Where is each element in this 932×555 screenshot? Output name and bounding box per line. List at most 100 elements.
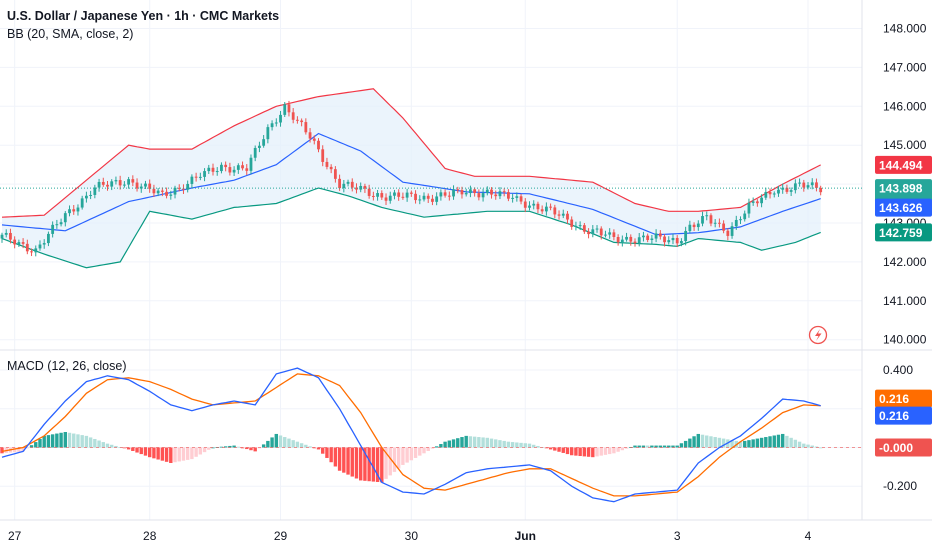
candle: [688, 220, 692, 234]
candle-body: [806, 185, 810, 188]
histogram-bar: [396, 447, 401, 469]
candle: [802, 179, 806, 192]
histogram-bar: [156, 447, 160, 460]
histogram-bar: [148, 447, 152, 458]
histogram-bar: [519, 442, 523, 448]
candle: [68, 205, 71, 217]
candle-body: [544, 206, 548, 212]
candle-body: [9, 232, 12, 240]
candle: [38, 240, 42, 251]
candle-body: [253, 147, 257, 158]
candle: [342, 179, 346, 193]
candle: [253, 145, 257, 162]
candle: [739, 216, 742, 224]
candle: [409, 190, 413, 197]
candle: [481, 188, 485, 202]
candle: [47, 231, 50, 247]
candle-body: [696, 223, 700, 228]
histogram-bar: [781, 433, 785, 448]
histogram-bar: [181, 447, 186, 461]
candle: [625, 232, 628, 242]
histogram-bar: [527, 443, 532, 448]
candle: [114, 176, 118, 185]
candle: [734, 215, 738, 230]
macd-value-badge-text: 0.216: [879, 409, 909, 423]
candle-body: [34, 248, 38, 253]
candle-body: [89, 194, 93, 196]
histogram-bar: [447, 440, 452, 448]
candle: [190, 174, 194, 188]
candle-body: [789, 190, 793, 192]
histogram-bar: [278, 435, 283, 448]
candle-body: [722, 223, 726, 231]
candle-body: [604, 234, 607, 236]
bb-upper-value-badge-bg: [875, 155, 932, 174]
histogram-bar: [93, 438, 97, 448]
candle-body: [734, 219, 738, 227]
histogram-bar: [135, 447, 139, 453]
lightning-icon[interactable]: [808, 325, 828, 345]
histogram-bar: [418, 447, 422, 456]
histogram-bar: [63, 432, 67, 448]
histogram-bar: [578, 447, 582, 457]
histogram-bar: [582, 447, 587, 457]
candle: [751, 197, 755, 206]
candle-body: [612, 232, 616, 238]
candle: [321, 145, 325, 167]
histogram-bar: [177, 447, 181, 462]
candle: [291, 108, 295, 124]
candle: [464, 188, 468, 197]
candle-body: [469, 189, 472, 194]
candle: [730, 222, 734, 239]
candle-body: [570, 219, 574, 227]
candle: [764, 187, 768, 200]
bb-basis-value-badge: 143.626: [875, 198, 932, 217]
candle: [604, 230, 607, 238]
candle-body: [781, 187, 785, 190]
histogram-bar: [169, 447, 173, 463]
time-axis-tick: 27: [8, 529, 22, 543]
candle-body: [384, 197, 388, 201]
candle: [397, 189, 401, 201]
candle-body: [532, 203, 536, 206]
candle: [443, 189, 447, 198]
histogram-bar: [574, 447, 578, 456]
histogram-bar: [696, 433, 700, 448]
candle: [781, 183, 785, 194]
histogram-bar: [84, 435, 89, 448]
candle-body: [224, 164, 228, 168]
histogram-bar: [785, 435, 789, 448]
candle-body: [625, 236, 628, 240]
candle: [637, 233, 641, 247]
histogram-bar: [721, 438, 726, 448]
candle-body: [397, 192, 401, 197]
macd-histogram: [0, 432, 823, 483]
histogram-bar: [329, 447, 333, 463]
candle: [118, 175, 122, 190]
candle-body: [376, 193, 379, 197]
macd-legend: MACD (12, 26, close): [7, 359, 127, 373]
candle-body: [760, 197, 763, 204]
candle: [135, 178, 139, 192]
candle-body: [131, 179, 135, 183]
histogram-bar: [730, 440, 734, 448]
candle-body: [21, 242, 25, 244]
price-axis-tick: 148.000: [883, 22, 927, 36]
candle-body: [122, 184, 126, 186]
candle-body: [85, 195, 88, 199]
candle: [633, 238, 637, 247]
histogram-bar: [299, 443, 304, 448]
histogram-bar: [114, 445, 118, 448]
histogram-bar: [194, 447, 198, 457]
candle: [680, 238, 683, 247]
candle-body: [258, 145, 261, 148]
histogram-bar: [443, 441, 447, 448]
candle-body: [4, 232, 8, 235]
candle: [490, 187, 493, 199]
candle-body: [291, 112, 295, 120]
candle-body: [51, 224, 55, 234]
candle-body: [675, 237, 679, 244]
histogram-bar: [603, 447, 608, 455]
